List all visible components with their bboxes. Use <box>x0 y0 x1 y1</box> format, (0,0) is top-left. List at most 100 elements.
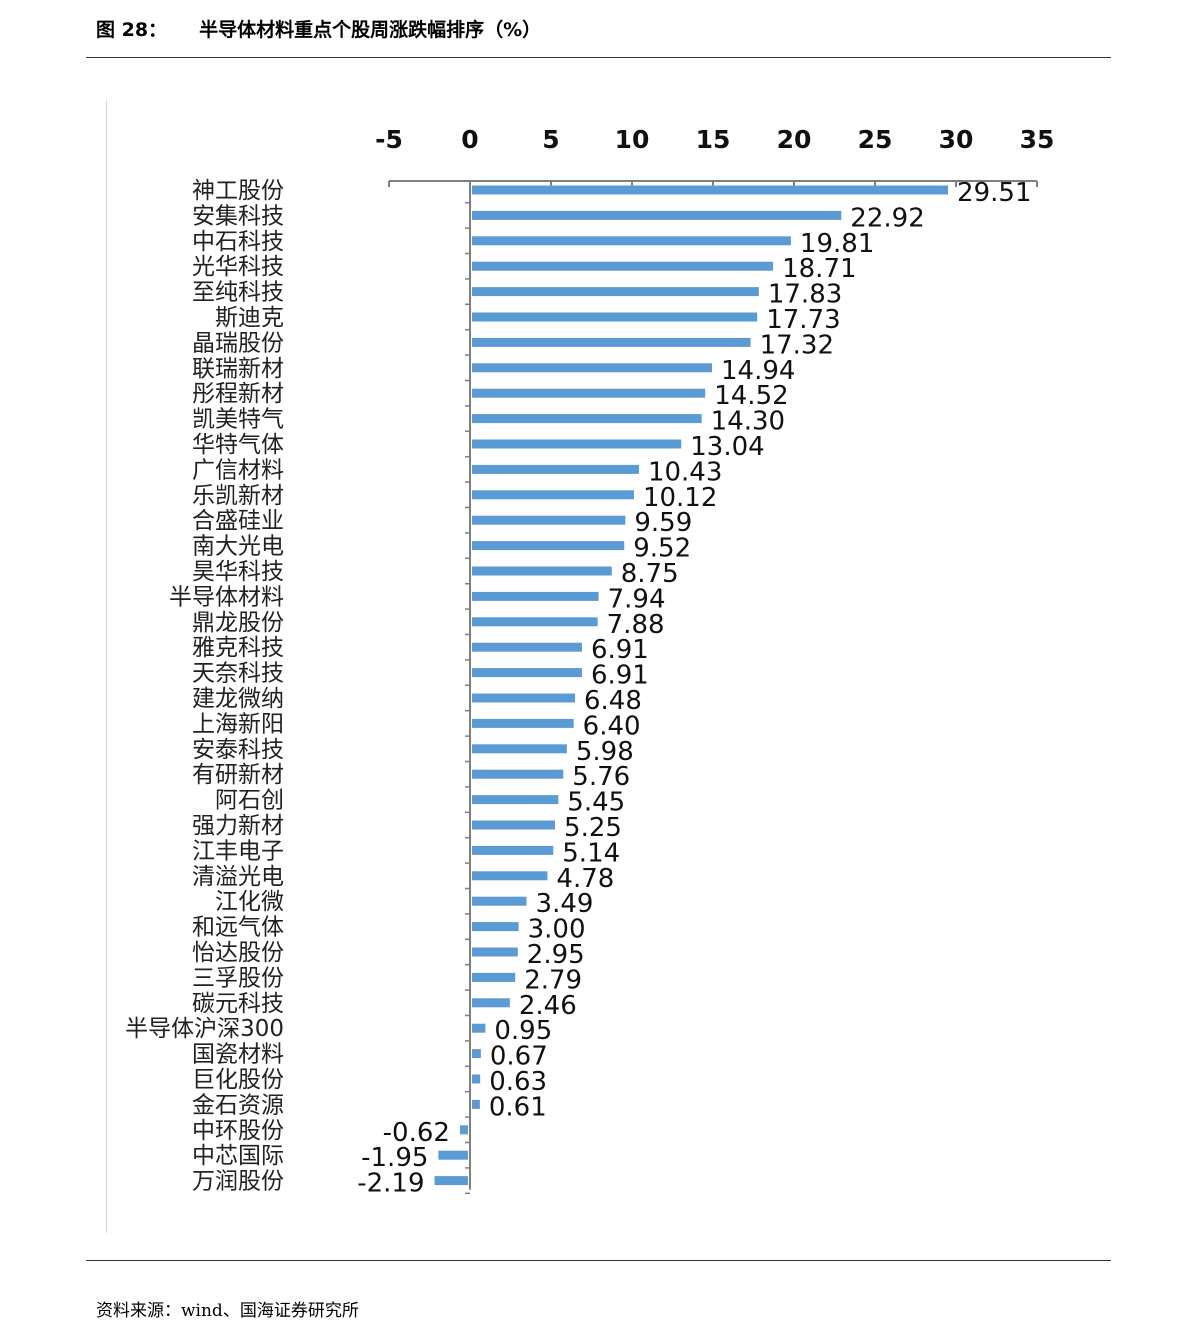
data-label: 3.49 <box>536 889 594 919</box>
figure-header: 图 28： 半导体材料重点个股周涨跌幅排序（%） <box>96 14 541 42</box>
data-label: 6.48 <box>584 686 642 716</box>
bar <box>472 820 556 830</box>
category-label: 彤程新材 <box>192 381 284 407</box>
bar <box>472 439 682 449</box>
category-label: 鼎龙股份 <box>192 610 284 636</box>
category-label: 碳元科技 <box>192 991 284 1017</box>
bar <box>472 896 527 906</box>
category-label: 凯美特气 <box>192 407 284 433</box>
bar <box>472 972 516 982</box>
category-label: 怡达股份 <box>192 940 284 966</box>
bar <box>472 1074 481 1084</box>
category-label: 安集科技 <box>192 203 284 229</box>
category-label: 江丰电子 <box>192 838 284 864</box>
x-tick-label: 25 <box>858 125 893 154</box>
category-label: 中环股份 <box>192 1118 284 1144</box>
bottom-divider <box>86 1260 1111 1261</box>
category-label: 晶瑞股份 <box>192 330 284 356</box>
category-label: 雅克科技 <box>192 635 284 661</box>
data-label: 2.95 <box>527 940 585 970</box>
bar <box>472 642 582 652</box>
data-label: 13.04 <box>690 432 764 462</box>
data-label: 2.46 <box>519 991 577 1021</box>
x-tick-label: 35 <box>1020 125 1055 154</box>
chart-title: 半导体材料重点个股周涨跌幅排序（%） <box>199 18 542 41</box>
data-label: 2.79 <box>524 965 582 995</box>
category-label: 华特气体 <box>192 432 284 458</box>
category-label: 上海新阳 <box>192 711 284 737</box>
data-label: 5.98 <box>576 737 634 767</box>
bar <box>472 591 599 601</box>
category-label: 半导体沪深300 <box>125 1016 284 1042</box>
data-label: -0.62 <box>383 1118 450 1148</box>
data-label: 17.32 <box>760 330 834 360</box>
category-label: 半导体材料 <box>169 584 284 610</box>
data-label: 5.45 <box>567 788 625 818</box>
bar <box>472 541 625 551</box>
data-label: 6.91 <box>591 661 649 691</box>
bar <box>472 617 598 627</box>
bar <box>472 1099 480 1109</box>
data-label: 6.40 <box>583 711 641 741</box>
bar <box>434 1176 468 1186</box>
bar <box>472 718 574 728</box>
category-label: 金石资源 <box>192 1092 284 1118</box>
x-tick-label: 0 <box>461 125 478 154</box>
category-label: 阿石创 <box>215 788 284 814</box>
category-label: 昊华科技 <box>192 559 284 585</box>
data-label: 4.78 <box>556 864 614 894</box>
data-label: 14.94 <box>721 356 795 386</box>
bar <box>472 871 548 881</box>
bar <box>472 185 949 195</box>
bar <box>472 312 758 322</box>
data-label: 9.52 <box>633 534 691 564</box>
x-tick-label: 10 <box>615 125 650 154</box>
bar <box>472 947 518 957</box>
category-label: 天奈科技 <box>192 661 284 687</box>
bar <box>472 795 559 805</box>
bar <box>472 414 702 424</box>
data-label: 10.43 <box>648 457 722 487</box>
data-label: 5.25 <box>564 813 622 843</box>
data-label: 6.91 <box>591 635 649 665</box>
bar <box>472 922 519 932</box>
category-label: 建龙微纳 <box>192 686 284 712</box>
category-label: 清溢光电 <box>192 864 284 890</box>
x-tick-label: 20 <box>777 125 812 154</box>
x-tick-label: -5 <box>375 125 403 154</box>
bar <box>472 515 626 525</box>
data-label: 10.12 <box>643 483 717 513</box>
bar <box>472 744 567 754</box>
category-label: 强力新材 <box>192 813 284 839</box>
category-label: 合盛硅业 <box>192 508 284 534</box>
category-label: 万润股份 <box>192 1169 284 1195</box>
data-label: 3.00 <box>528 915 586 945</box>
data-label: 7.94 <box>608 584 666 614</box>
data-label: 14.52 <box>714 381 788 411</box>
data-label: 0.95 <box>494 1016 552 1046</box>
data-label: 5.14 <box>562 838 620 868</box>
bar <box>472 998 510 1008</box>
category-label: 江化微 <box>215 889 284 915</box>
bar <box>472 693 575 703</box>
category-label: 有研新材 <box>192 762 284 788</box>
category-label: 三孚股份 <box>192 965 284 991</box>
data-label: 17.83 <box>768 280 842 310</box>
data-label: 5.76 <box>572 762 630 792</box>
data-label: 17.73 <box>766 305 840 335</box>
category-label: 中芯国际 <box>192 1143 284 1169</box>
category-label: 乐凯新材 <box>192 483 284 509</box>
category-label: 广信材料 <box>192 457 284 483</box>
x-tick-label: 5 <box>542 125 559 154</box>
bar <box>472 1049 481 1059</box>
category-label: 联瑞新材 <box>192 356 284 382</box>
figure-number: 图 28： <box>96 18 168 41</box>
category-label: 巨化股份 <box>192 1067 284 1093</box>
data-label: 19.81 <box>800 229 874 259</box>
data-label: 29.51 <box>957 178 1031 208</box>
category-label: 中石科技 <box>192 229 284 255</box>
bar <box>472 845 554 855</box>
top-divider <box>86 57 1111 58</box>
bar <box>472 287 759 297</box>
